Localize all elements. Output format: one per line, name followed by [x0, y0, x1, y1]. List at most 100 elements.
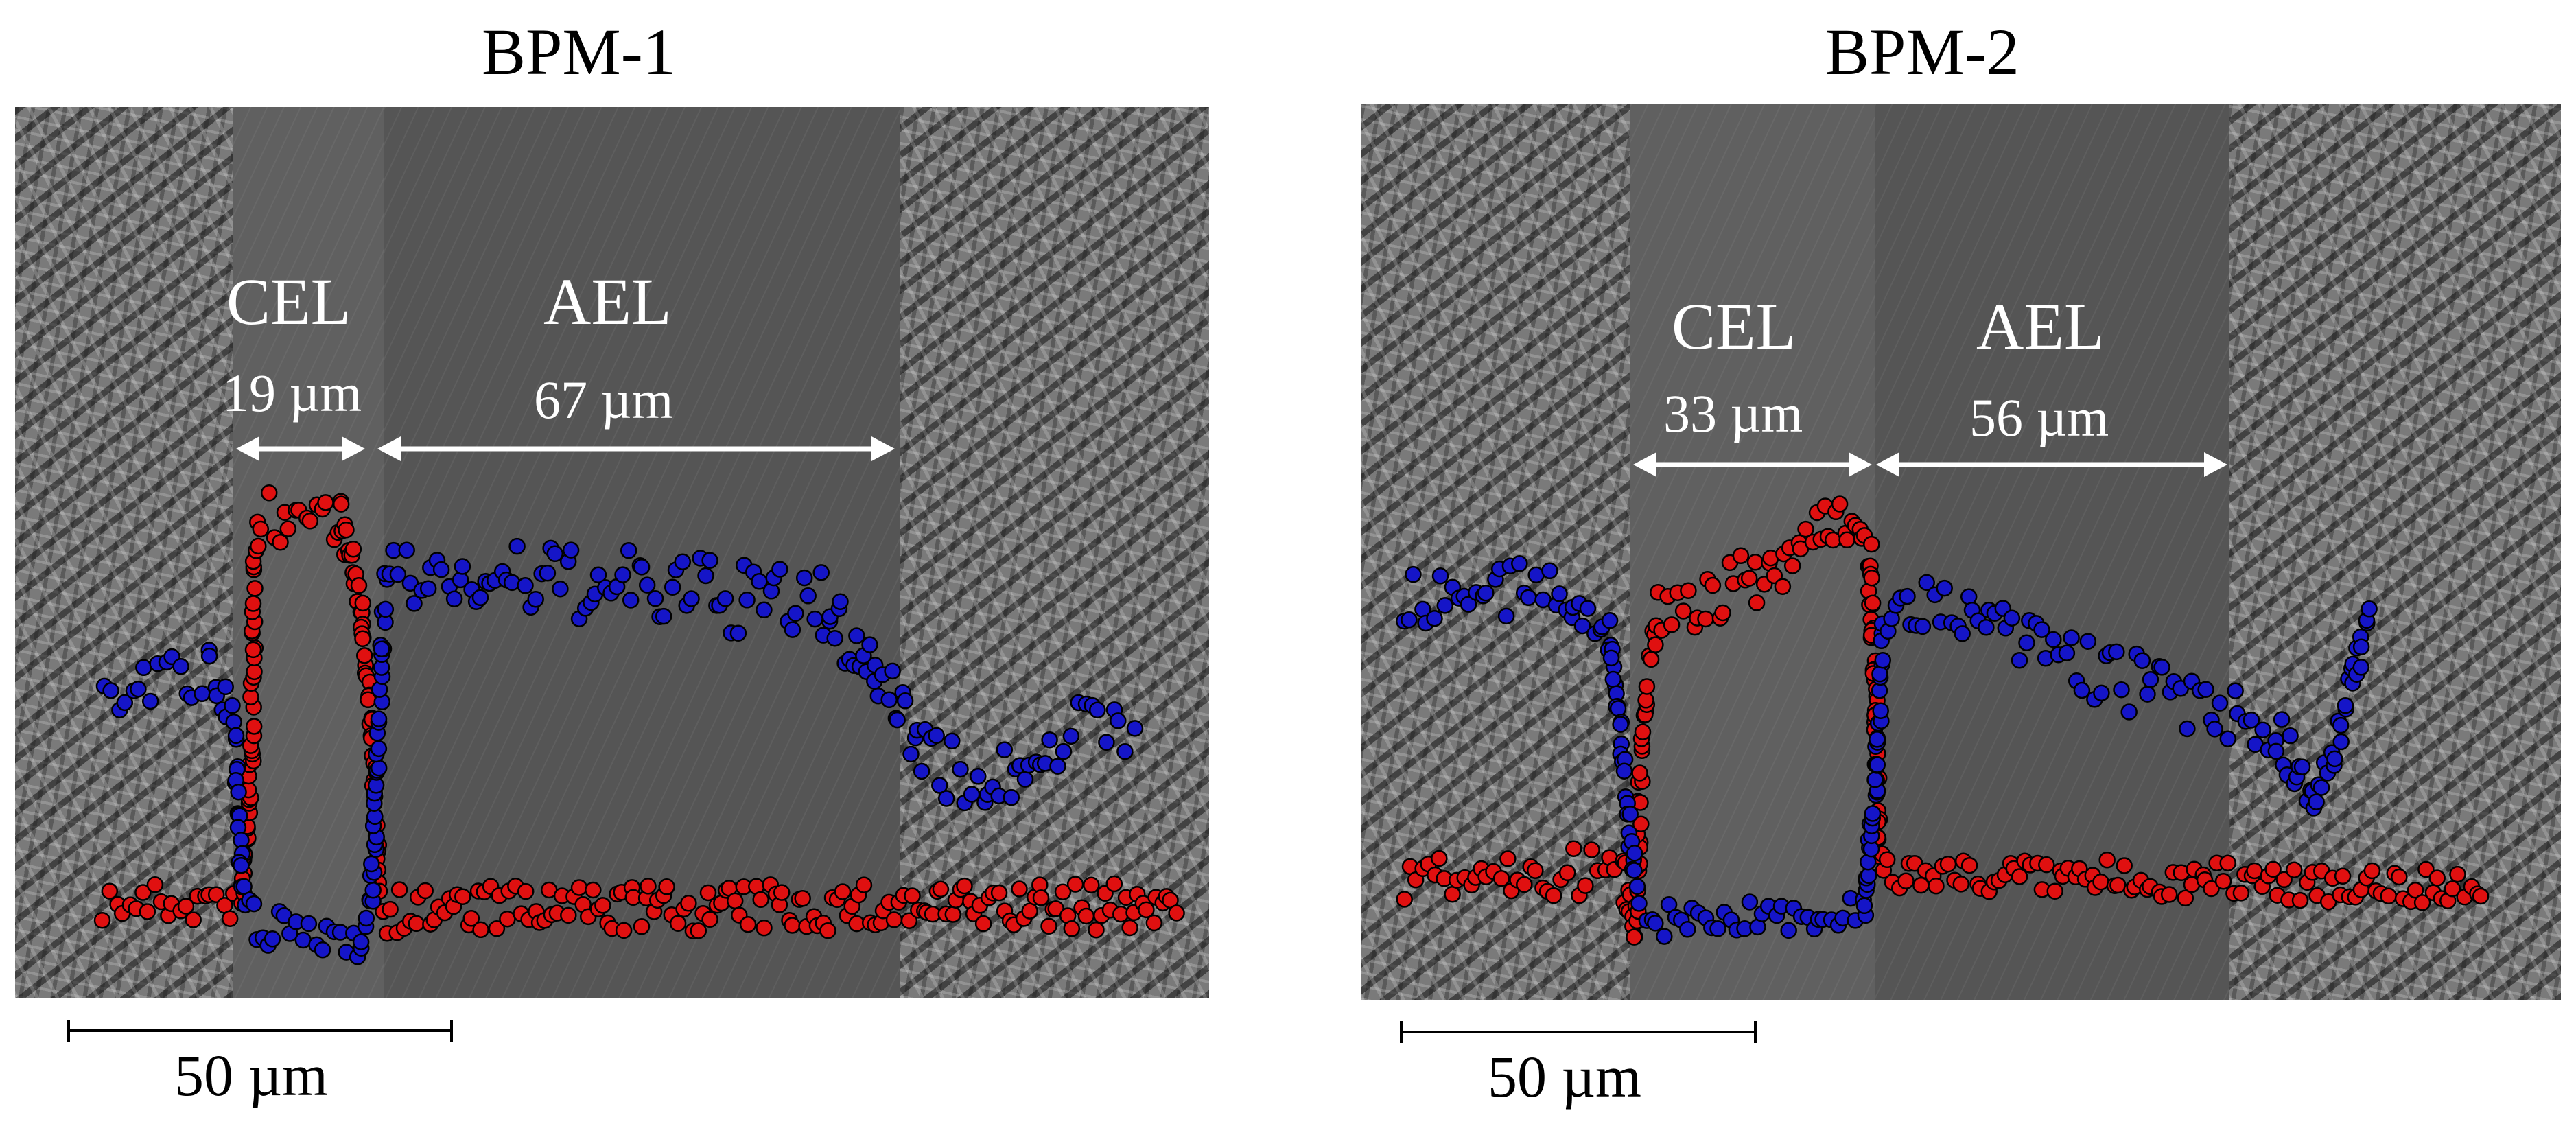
blue-scan-point: [2093, 684, 2110, 702]
blue-scan-point: [664, 578, 681, 596]
red-scan-point: [819, 922, 836, 939]
blue-scan-point: [2254, 721, 2271, 738]
blue-scan-point: [1602, 649, 1620, 667]
red-scan-point: [974, 915, 992, 933]
red-scan-point: [2407, 881, 2424, 899]
red-scan-point: [245, 718, 263, 735]
blue-scan-point: [527, 590, 544, 608]
red-scan-point: [2264, 860, 2282, 878]
red-scan-point: [570, 879, 588, 896]
blue-scan-point: [1460, 596, 1477, 613]
red-scan-point: [246, 580, 264, 597]
blue-scan-point: [1626, 862, 1643, 879]
blue-scan-point: [738, 592, 756, 609]
red-scan-point: [1638, 678, 1656, 695]
ael-thickness-arrow-head: [2204, 452, 2227, 477]
red-scan-point: [2038, 856, 2055, 874]
blue-scan-point: [1780, 922, 1797, 939]
blue-scan-point: [2308, 793, 2325, 810]
red-scan-point: [1040, 917, 1057, 935]
red-scan-point: [1831, 495, 1849, 513]
red-scan-point: [2334, 867, 2352, 885]
blue-scan-point: [1401, 611, 1418, 629]
blue-scan-point: [1869, 756, 1886, 773]
red-scan-point: [1748, 594, 1766, 611]
red-scan-point: [1774, 578, 1792, 595]
porous-region-left: [15, 107, 233, 998]
blue-scan-point: [1062, 727, 1080, 745]
blue-scan-point: [2139, 686, 2156, 703]
red-scan-point: [560, 906, 577, 924]
blue-scan-point: [2079, 633, 2097, 650]
red-scan-point: [944, 906, 962, 923]
red-scan-point: [633, 918, 651, 935]
red-scan-point: [1083, 876, 1100, 894]
blue-scan-point: [370, 740, 388, 758]
blue-scan-point: [952, 760, 969, 778]
blue-scan-point: [2011, 651, 2028, 669]
blue-scan-point: [1049, 758, 1066, 775]
red-scan-point: [1431, 850, 1448, 867]
red-scan-point: [2285, 861, 2303, 878]
blue-scan-point: [1978, 618, 1995, 636]
red-scan-point: [2428, 869, 2446, 887]
red-scan-point: [585, 881, 602, 899]
porous-region-right: [900, 107, 1209, 998]
blue-scan-point: [1110, 712, 1127, 729]
blue-scan-point: [445, 590, 463, 607]
blue-scan-point: [963, 786, 981, 803]
blue-scan-point: [225, 713, 242, 731]
blue-scan-point: [1003, 788, 1020, 806]
blue-scan-point: [655, 607, 672, 625]
red-scan-point: [1168, 904, 1185, 922]
red-scan-point: [488, 920, 506, 937]
blue-scan-point: [729, 624, 747, 642]
blue-scan-point: [784, 621, 801, 638]
blue-scan-point: [419, 580, 437, 597]
blue-scan-point: [2153, 659, 2170, 676]
red-scan-point: [2275, 871, 2293, 889]
blue-scan-point: [562, 541, 580, 559]
blue-scan-point: [2179, 720, 2196, 738]
red-scan-point: [101, 882, 119, 900]
red-line-scan-series: [1396, 495, 2490, 946]
red-scan-point: [1121, 919, 1138, 937]
ael-layer-region: [1875, 104, 2229, 1000]
blue-line-scan-series: [1395, 555, 2378, 945]
red-scan-point: [615, 922, 633, 939]
red-scan-point: [2046, 882, 2063, 900]
blue-scan-point: [2063, 629, 2080, 646]
red-scan-point: [2011, 868, 2028, 885]
blue-scan-point: [2197, 681, 2214, 698]
blue-scan-point: [1609, 700, 1627, 717]
red-scan-point: [1632, 815, 1650, 832]
blue-scan-point: [432, 561, 450, 578]
cel-thickness-arrow-head: [342, 436, 365, 461]
ael-thickness-arrow-head: [871, 436, 895, 461]
red-scan-point: [1864, 594, 1882, 612]
blue-scan-point: [2120, 703, 2138, 721]
red-scan-point: [2219, 854, 2236, 871]
red-scan-point: [1066, 876, 1084, 893]
cel-layer-region: [1630, 104, 1875, 1000]
cel-label: CEL: [1672, 290, 1796, 363]
blue-scan-point: [795, 569, 813, 587]
red-scan-point: [244, 595, 262, 612]
blue-scan-point: [373, 640, 390, 657]
red-line-scan-series: [93, 484, 1185, 942]
red-scan-point: [499, 910, 516, 928]
blue-scan-point: [1741, 893, 1759, 911]
blue-scan-point: [2267, 742, 2285, 760]
red-scan-point: [2391, 868, 2408, 886]
blue-scan-point: [832, 593, 849, 610]
blue-scan-point: [370, 759, 388, 777]
red-scan-point: [669, 915, 687, 932]
red-scan-point: [2232, 885, 2250, 902]
blue-scan-point: [1405, 565, 1422, 583]
red-scan-point: [250, 537, 267, 555]
blue-scan-point: [1041, 731, 1058, 749]
blue-scan-point: [358, 909, 375, 927]
blue-scan-point: [799, 587, 817, 605]
red-scan-point: [93, 911, 111, 929]
red-scan-point: [1583, 841, 1600, 858]
